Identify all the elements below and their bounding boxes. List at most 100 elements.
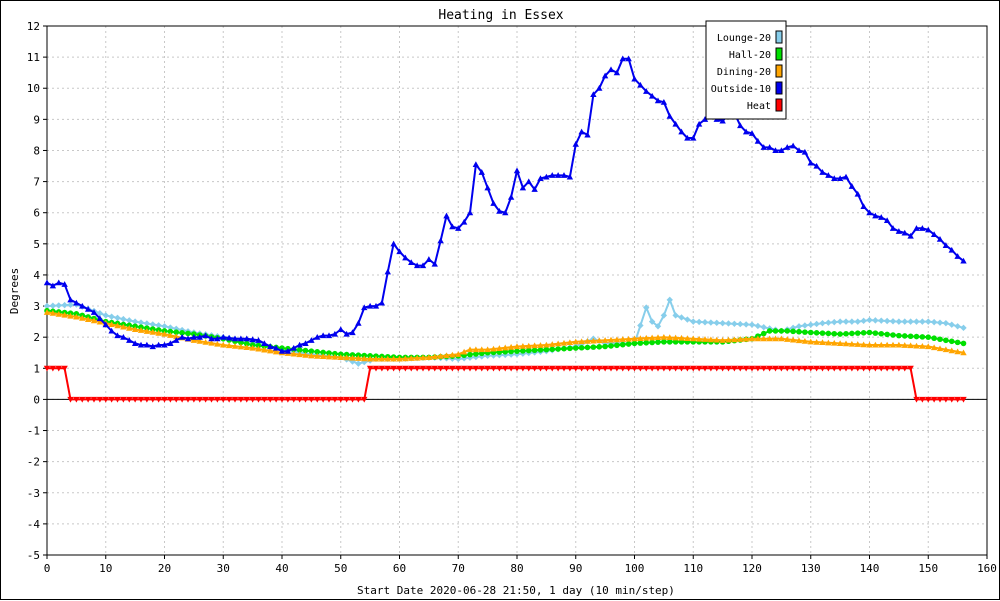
data-point: [895, 228, 903, 234]
data-point: [343, 330, 350, 337]
data-point: [948, 246, 955, 253]
data-point: [778, 365, 785, 372]
data-point: [930, 344, 938, 351]
data-point: [67, 296, 74, 303]
data-point: [513, 167, 521, 174]
data-point: [578, 128, 585, 135]
data-point: [666, 113, 673, 119]
data-point: [413, 365, 421, 372]
data-point: [478, 346, 485, 353]
data-point: [390, 240, 397, 247]
data-point: [225, 334, 233, 341]
data-point: [173, 337, 180, 343]
data-point: [425, 365, 433, 372]
data-point: [637, 81, 644, 88]
data-point: [55, 310, 62, 317]
data-point: [596, 344, 603, 350]
data-point: [73, 299, 80, 306]
data-point: [937, 336, 943, 343]
data-point: [208, 339, 215, 346]
data-point: [654, 97, 662, 104]
data-point: [889, 225, 897, 231]
data-point: [801, 338, 809, 344]
y-tick-label: 6: [33, 207, 40, 220]
data-point: [507, 193, 515, 200]
y-tick-label: 0: [33, 393, 40, 406]
data-point: [231, 396, 239, 403]
data-point: [537, 342, 544, 348]
data-point: [267, 343, 274, 350]
data-point: [713, 336, 720, 343]
data-point: [349, 329, 356, 336]
data-point: [842, 340, 850, 347]
data-point: [772, 147, 779, 154]
data-point: [243, 340, 250, 347]
data-point: [919, 225, 926, 231]
data-point: [860, 341, 867, 348]
data-point: [155, 322, 162, 329]
data-point: [284, 396, 292, 403]
data-point: [648, 365, 656, 372]
y-tick-label: 12: [27, 20, 40, 33]
data-point: [378, 365, 386, 372]
data-point: [872, 341, 879, 348]
data-point: [61, 281, 68, 287]
data-point: [801, 365, 809, 372]
data-point: [161, 330, 168, 337]
data-point: [343, 354, 350, 361]
data-point: [320, 349, 326, 356]
x-tick-label: 120: [742, 562, 762, 575]
data-point: [143, 396, 151, 403]
data-point: [126, 337, 133, 343]
data-point: [660, 99, 668, 105]
y-tick-label: 5: [33, 238, 40, 251]
data-point: [854, 341, 861, 347]
data-point: [643, 88, 650, 94]
data-point: [836, 318, 844, 325]
data-point: [507, 365, 515, 372]
data-point: [519, 365, 527, 372]
data-point: [402, 365, 409, 372]
data-point: [366, 302, 374, 309]
data-point: [355, 319, 362, 326]
data-point: [61, 311, 68, 318]
data-point: [619, 336, 626, 342]
data-point: [895, 341, 903, 348]
data-point: [731, 336, 738, 343]
data-point: [202, 338, 209, 345]
data-point: [601, 337, 609, 343]
data-point: [742, 365, 750, 372]
data-point: [913, 396, 920, 403]
data-point: [202, 332, 209, 339]
data-point: [332, 350, 338, 357]
data-point: [337, 396, 344, 403]
data-point: [249, 336, 256, 343]
data-point: [484, 346, 491, 353]
data-point: [637, 335, 644, 341]
data-point: [149, 343, 156, 350]
data-point: [954, 339, 961, 346]
data-point: [384, 355, 391, 362]
data-point: [596, 85, 603, 91]
data-point: [760, 144, 767, 150]
data-point: [578, 344, 585, 351]
data-point: [325, 353, 333, 360]
data-point: [784, 144, 791, 150]
data-point: [737, 320, 744, 328]
data-point: [701, 319, 709, 326]
y-tick-label: -2: [27, 456, 40, 469]
data-point: [802, 329, 808, 335]
data-point: [737, 122, 744, 129]
data-point: [308, 352, 315, 359]
data-point: [936, 235, 944, 242]
data-point: [913, 225, 920, 231]
data-point: [919, 334, 926, 340]
data-point: [925, 226, 932, 233]
data-point: [554, 340, 562, 347]
data-point: [637, 365, 644, 372]
chart-title: Heating in Essex: [438, 8, 563, 23]
data-point: [255, 396, 262, 403]
data-point: [631, 335, 638, 342]
data-point: [478, 169, 485, 175]
